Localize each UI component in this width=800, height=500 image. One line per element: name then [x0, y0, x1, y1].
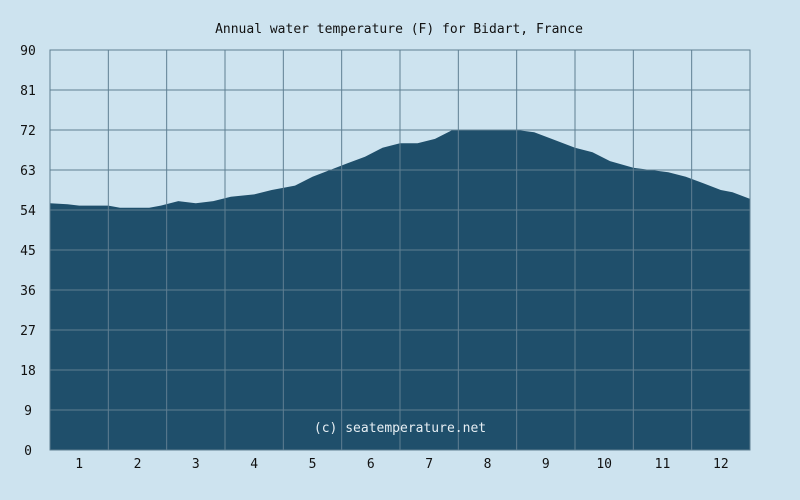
x-tick-label: 4	[250, 457, 258, 472]
chart-title: Annual water temperature (F) for Bidart,…	[215, 22, 583, 37]
x-axis-ticks: 1 2 3 4 5 6 7 8 9 10 11 12	[75, 457, 728, 472]
y-tick-label: 63	[20, 164, 36, 179]
x-tick-label: 11	[655, 457, 671, 472]
x-tick-label: 10	[596, 457, 612, 472]
y-axis-ticks: 0 9 18 27 36 45 54 63 72 81 90	[20, 44, 36, 459]
y-tick-label: 36	[20, 284, 36, 299]
y-tick-label: 27	[20, 324, 36, 339]
x-tick-label: 5	[309, 457, 317, 472]
x-tick-label: 6	[367, 457, 375, 472]
watermark: (c) seatemperature.net	[314, 421, 486, 436]
y-tick-label: 9	[24, 404, 32, 419]
x-tick-label: 12	[713, 457, 729, 472]
y-tick-label: 72	[20, 124, 36, 139]
y-tick-label: 45	[20, 244, 36, 259]
x-tick-label: 7	[425, 457, 433, 472]
plot-border	[49, 49, 751, 451]
y-tick-label: 54	[20, 204, 36, 219]
x-tick-label: 1	[75, 457, 83, 472]
y-tick-label: 0	[24, 444, 32, 459]
x-tick-label: 8	[484, 457, 492, 472]
x-tick-label: 2	[134, 457, 142, 472]
x-tick-label: 3	[192, 457, 200, 472]
y-tick-label: 81	[20, 84, 36, 99]
y-tick-label: 18	[20, 364, 36, 379]
x-tick-label: 9	[542, 457, 550, 472]
y-tick-label: 90	[20, 44, 36, 59]
